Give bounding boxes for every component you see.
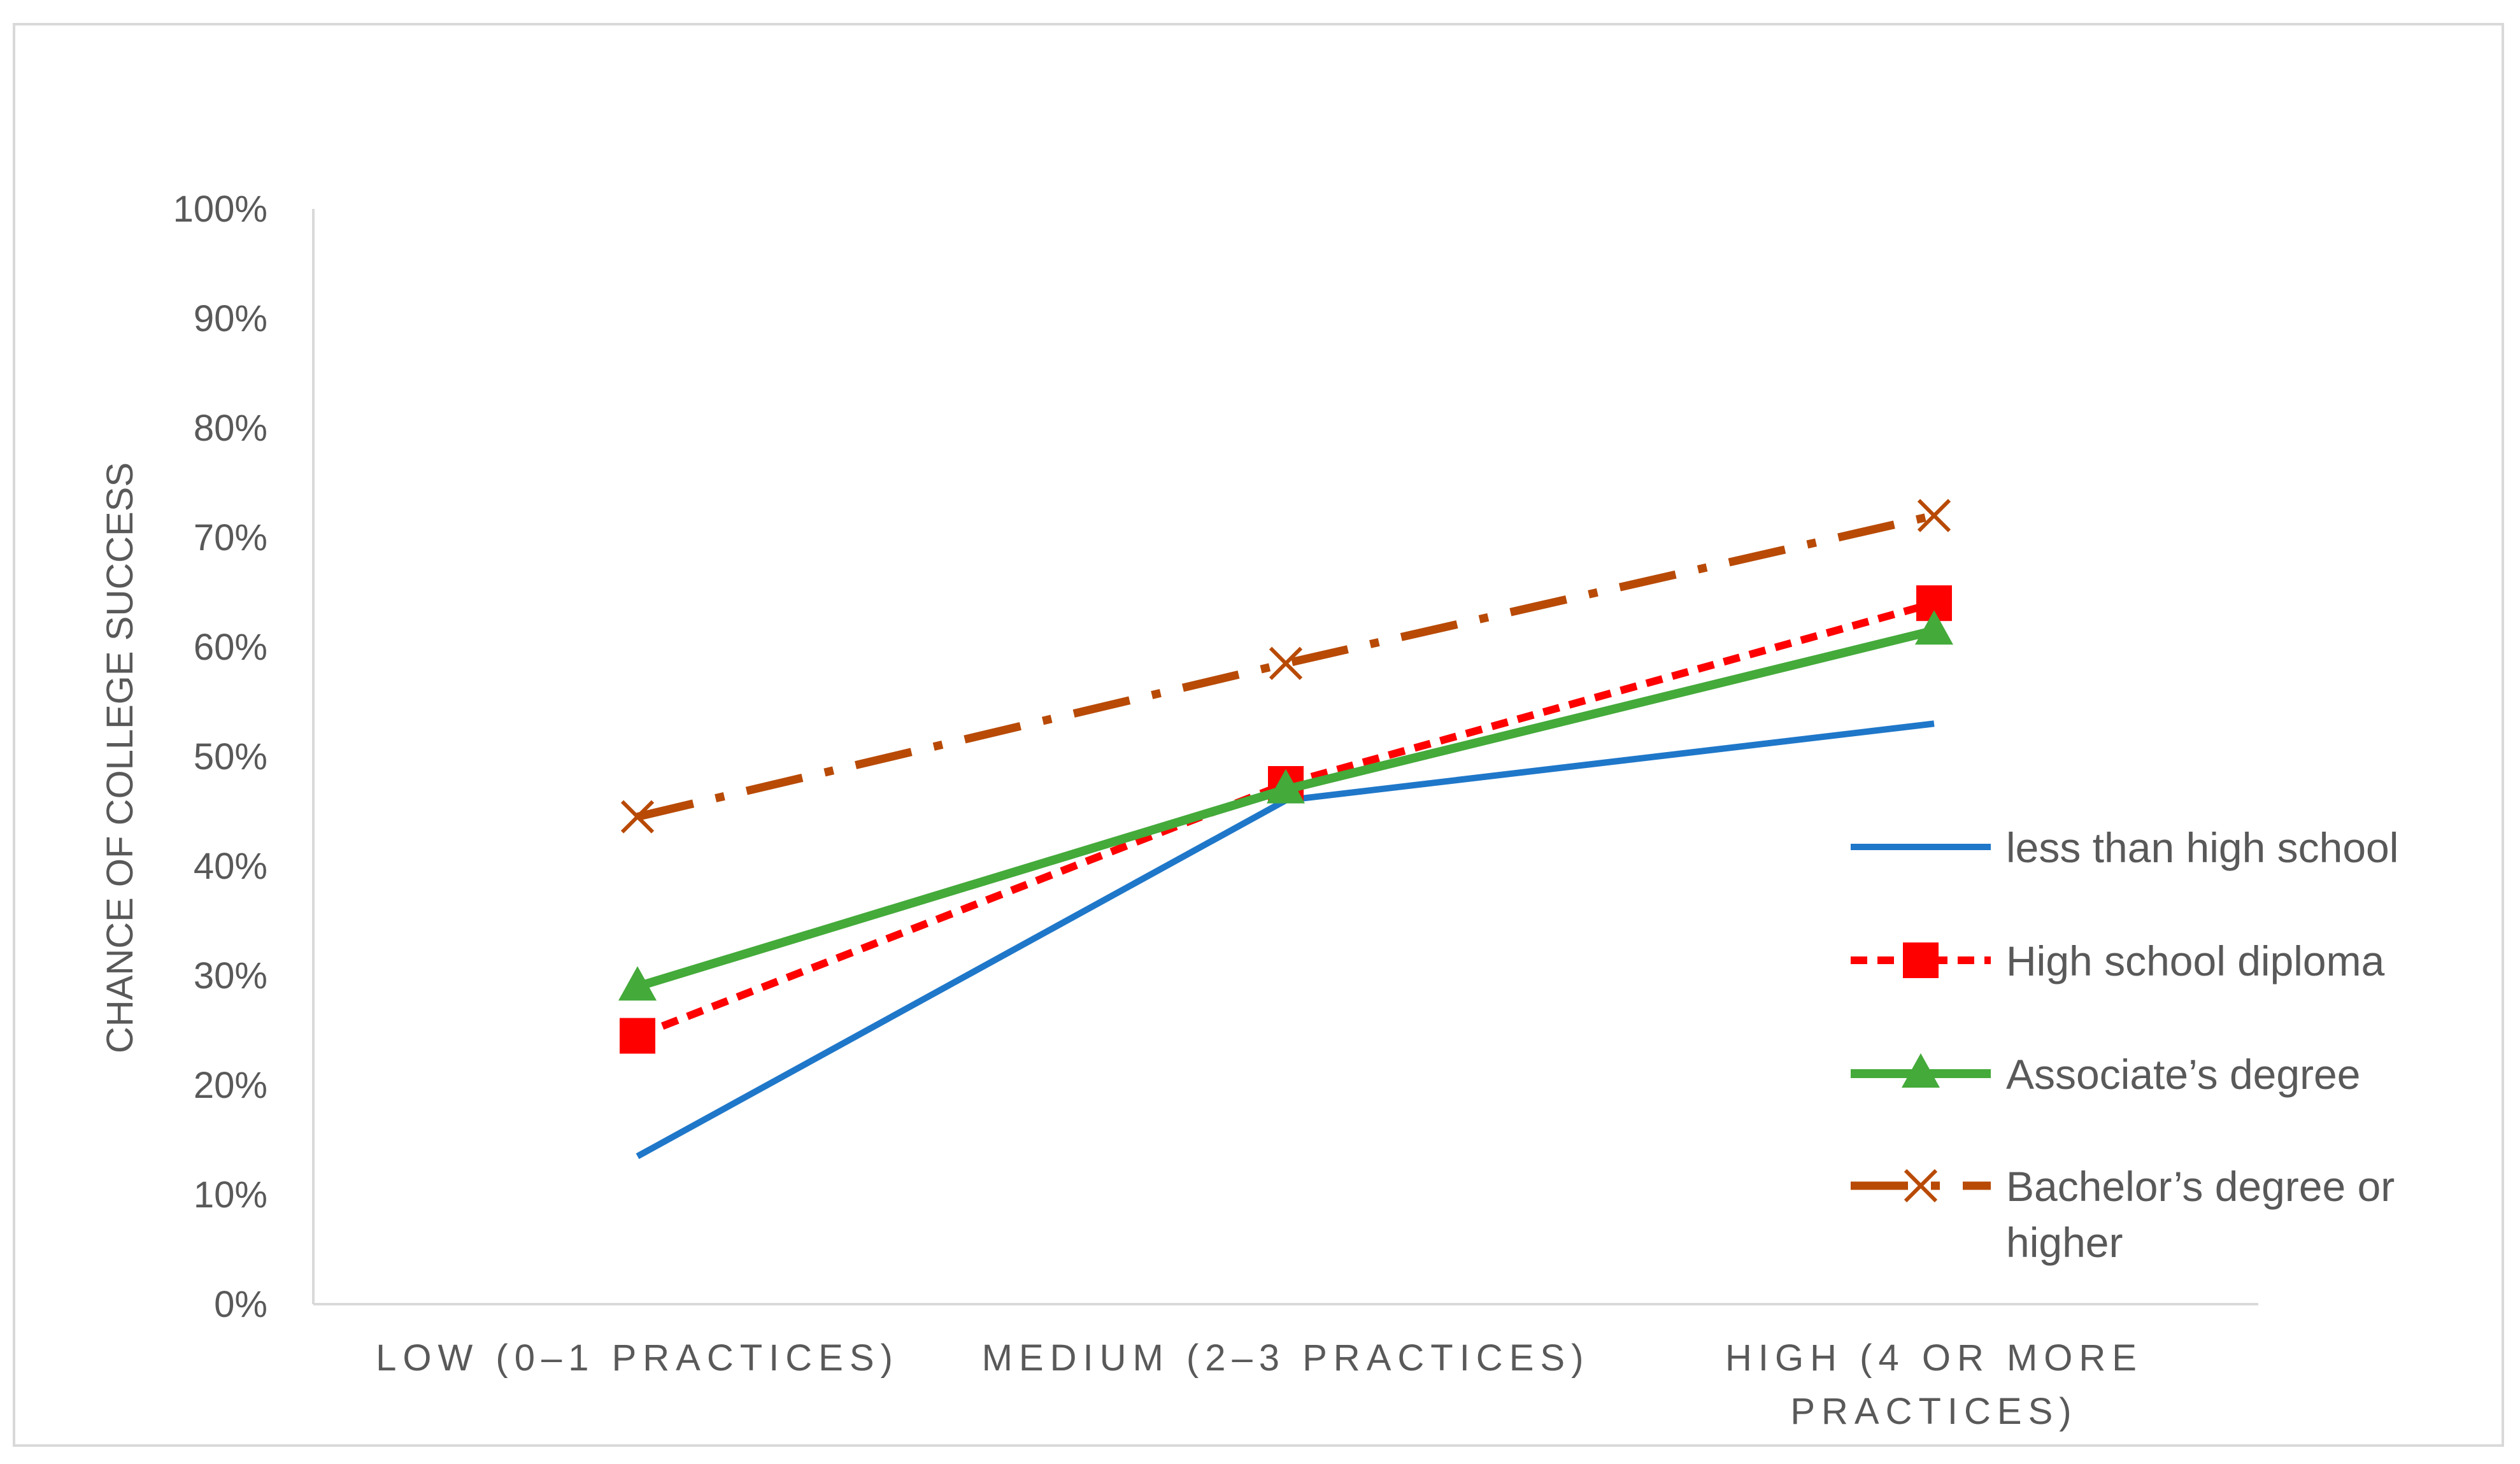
series-marker-triangle	[1902, 1053, 1940, 1088]
legend-label: Associate’s degree	[2006, 1051, 2360, 1098]
y-tick-label: 0%	[214, 1284, 267, 1325]
legend-entry: less than high school	[1851, 824, 2398, 871]
series-marker-triangle	[618, 966, 657, 1001]
series-marker-square	[1903, 942, 1939, 978]
chart-frame	[13, 23, 2504, 1447]
series-line	[636, 599, 1935, 1040]
y-tick-label: 20%	[194, 1065, 267, 1106]
marker-x-stroke	[1917, 499, 1951, 532]
x-axis: LOW (0–1 PRACTICES) MEDIUM (2–3 PRACTICES…	[313, 1303, 2258, 1432]
y-tick-label: 30%	[194, 955, 267, 997]
series-marker-x	[1917, 499, 1951, 532]
y-tick-label: 50%	[194, 736, 267, 778]
y-tick-label: 100%	[173, 188, 267, 230]
y-tick-label: 60%	[194, 627, 267, 668]
legend-entry: Bachelor’s degree or higher	[1851, 1163, 2395, 1266]
series-marker-triangle	[1915, 610, 1953, 645]
series-marker-triangle	[1267, 769, 1305, 804]
x-category-label: PRACTICES)	[1790, 1391, 2077, 1432]
y-tick-label: 80%	[194, 408, 267, 449]
series-marker-square	[620, 1018, 655, 1054]
legend: less than high school High school diploma…	[1851, 824, 2398, 1266]
y-tick-label: 10%	[194, 1174, 267, 1216]
series	[620, 585, 1952, 1054]
x-category-label: HIGH (4 OR MORE	[1725, 1337, 2143, 1379]
series-marker-x	[1904, 1169, 1938, 1203]
series-marker-x	[620, 800, 655, 834]
marker-x-stroke	[1269, 646, 1303, 680]
legend-label: higher	[2006, 1219, 2123, 1266]
legend-label: less than high school	[2006, 824, 2398, 871]
series	[620, 499, 1951, 834]
marker-x-stroke	[1904, 1169, 1938, 1203]
series	[618, 610, 1953, 1001]
y-tick-label: 90%	[194, 298, 267, 339]
x-category-label: MEDIUM (2–3 PRACTICES)	[982, 1337, 1590, 1379]
x-category-label: LOW (0–1 PRACTICES)	[376, 1337, 899, 1379]
legend-entry: Associate’s degree	[1851, 1051, 2360, 1098]
series-line	[636, 626, 1935, 991]
y-axis-title: CHANCE OF COLLEGE SUCCESS	[99, 462, 141, 1053]
y-tick-label: 40%	[194, 846, 267, 887]
y-tick-label: 70%	[194, 517, 267, 558]
series-lines	[618, 499, 1953, 1160]
series-marker-x	[1269, 646, 1303, 680]
legend-label: Bachelor’s degree or	[2006, 1163, 2395, 1210]
legend-label: High school diploma	[2006, 937, 2385, 984]
marker-x-stroke	[620, 800, 655, 834]
y-axis: 0% 10% 20% 30% 40% 50% 60% 70% 80% 90% 100%	[173, 188, 315, 1325]
legend-entry: High school diploma	[1851, 937, 2385, 984]
